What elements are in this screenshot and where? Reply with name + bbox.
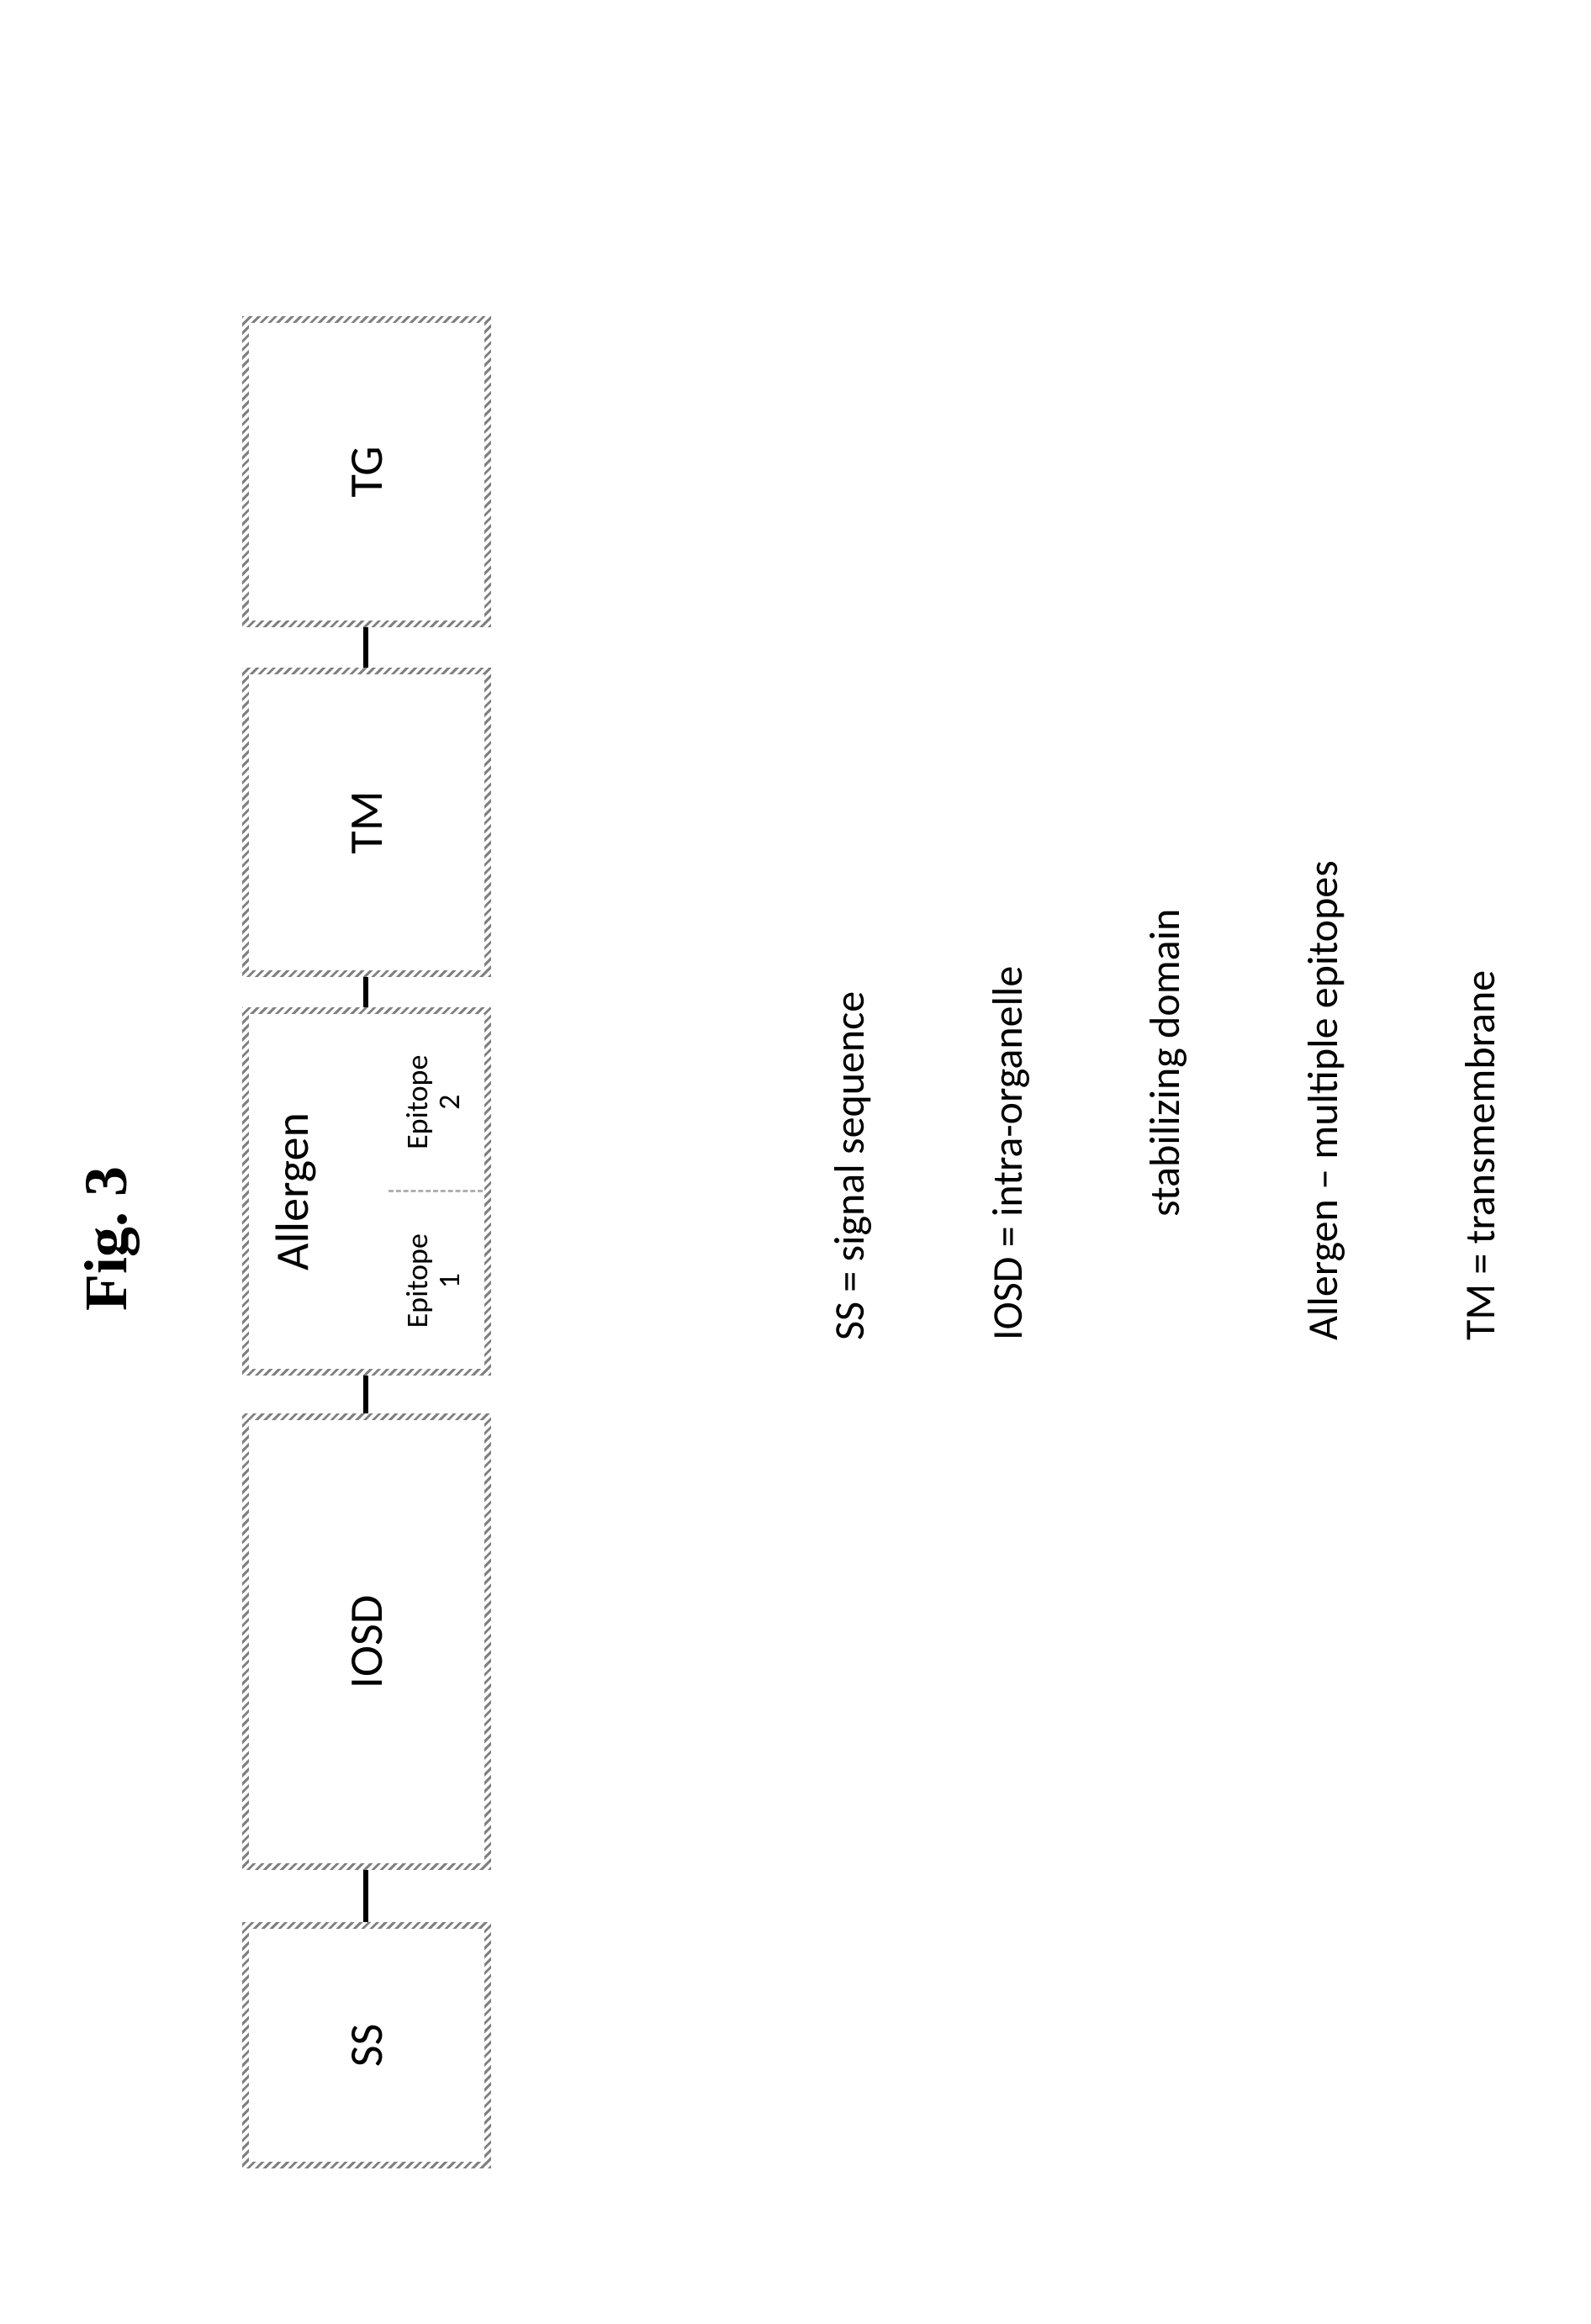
legend-line-iosd-1: IOSD = intra-organelle: [982, 860, 1035, 1340]
epitope-2-line1: Epitope: [402, 1055, 434, 1149]
epitope-2-line2: 2: [434, 1095, 466, 1110]
legend-line-allergen: Allergen – multiple epitopes: [1298, 860, 1350, 1340]
domain-box-iosd: IOSD: [242, 1413, 491, 1870]
connector-allergen-tm: [363, 977, 368, 1007]
domain-label-iosd: IOSD: [338, 1595, 395, 1688]
figure-title: Fig. 3: [71, 1166, 141, 1311]
domain-box-ss-inner: SS: [249, 1929, 484, 2162]
domain-box-tg-inner: TG: [249, 323, 484, 621]
domain-box-tg: TG: [242, 316, 491, 627]
domain-label-tg: TG: [338, 446, 395, 498]
connector-tm-tg: [363, 627, 368, 668]
epitope-1: Epitope 1: [383, 1193, 484, 1370]
domain-box-allergen: Allergen Epitope 1 Epitope 2: [242, 1007, 491, 1376]
domain-box-tm-inner: TM: [249, 674, 484, 970]
legend-line-iosd-2: stabilizing domain: [1139, 860, 1192, 1340]
connector-iosd-allergen: [363, 1376, 368, 1413]
domain-label-ss: SS: [338, 2024, 395, 2067]
domain-label-allergen: Allergen: [264, 1014, 321, 1369]
domain-box-tm: TM: [242, 668, 491, 977]
domain-box-allergen-inner: Allergen Epitope 1 Epitope 2: [249, 1014, 484, 1369]
epitope-1-line2: 1: [434, 1273, 466, 1288]
epitope-2: Epitope 2: [383, 1014, 484, 1191]
legend-line-ss: SS = signal sequence: [824, 860, 877, 1340]
legend: SS = signal sequence IOSD = intra-organe…: [719, 860, 1591, 1340]
domain-box-iosd-inner: IOSD: [249, 1420, 484, 1863]
epitope-divider: [388, 1191, 483, 1193]
connector-ss-iosd: [363, 1870, 368, 1922]
domain-label-tm: TM: [338, 790, 395, 853]
legend-line-tm: TM = transmembrane: [1455, 860, 1508, 1340]
allergen-epitope-row: Epitope 1 Epitope 2: [383, 1014, 484, 1369]
domain-box-ss: SS: [242, 1922, 491, 2168]
epitope-1-line1: Epitope: [402, 1233, 434, 1328]
